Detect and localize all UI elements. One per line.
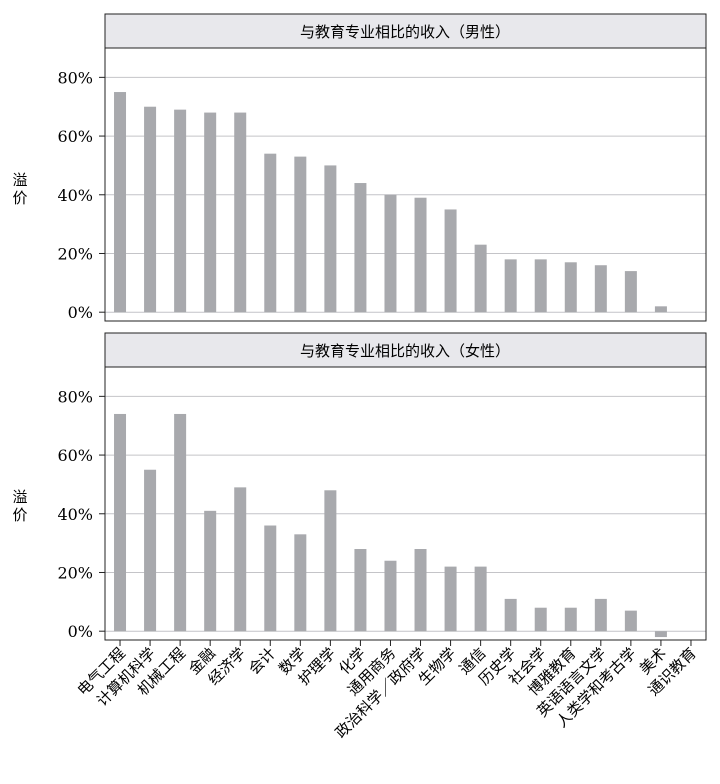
bar-政治科学／政府学	[414, 197, 427, 313]
bar-计算机科学	[144, 106, 157, 313]
bar-社会学	[534, 607, 547, 632]
bar-机械工程	[174, 109, 187, 313]
panel-male-header	[104, 13, 707, 49]
bar-数学	[294, 534, 307, 632]
panel-male-ylabel: 溢价	[12, 171, 27, 207]
panel-female-title: 与教育专业相比的收入（女性）	[300, 342, 510, 360]
bar-会计	[264, 525, 277, 632]
bar-人类学和考古学	[624, 271, 637, 313]
y-tick-label: 60%	[57, 446, 93, 465]
bar-美术	[654, 631, 667, 638]
x-axis-ticks	[119, 640, 692, 646]
bar-经济学	[234, 487, 247, 632]
bar-金融	[204, 112, 217, 313]
panel-male-frame	[104, 47, 707, 322]
bar-历史学	[504, 259, 517, 313]
y-tick-label: 20%	[57, 563, 93, 582]
panel-female-grid	[105, 395, 706, 632]
panel-male-grid	[105, 76, 706, 313]
bar-经济学	[234, 112, 247, 313]
bar-机械工程	[174, 413, 187, 632]
bar-化学	[354, 183, 367, 313]
bar-护理学	[324, 165, 337, 313]
bar-电气工程	[114, 92, 127, 313]
bar-历史学	[504, 598, 517, 632]
panel-male-bars	[114, 92, 667, 313]
bar-英语语言文学	[594, 598, 607, 632]
bar-博雅教育	[564, 607, 577, 632]
bar-博雅教育	[564, 262, 577, 313]
bar-通用商务	[384, 560, 397, 632]
bar-生物学	[444, 209, 457, 313]
panel-female-header	[104, 332, 707, 368]
bar-护理学	[324, 490, 337, 632]
y-tick-label: 40%	[57, 505, 93, 524]
y-tick-label: 80%	[57, 68, 93, 87]
x-axis-labels: 电气工程计算机科学机械工程金融经济学会计数学护理学化学通用商务政治科学／政府学生…	[74, 644, 700, 742]
bar-金融	[204, 510, 217, 632]
bar-通用商务	[384, 194, 397, 313]
bar-计算机科学	[144, 469, 157, 632]
panel-male-title: 与教育专业相比的收入（男性）	[300, 23, 510, 41]
panel-female-yticks: 0% 20% 40% 60% 80%	[57, 387, 105, 641]
panel-male: 与教育专业相比的收入（男性） 0% 20% 40% 60% 80% 溢价	[12, 13, 707, 322]
bar-通信	[474, 244, 487, 313]
bar-社会学	[534, 259, 547, 313]
panel-female-ylabel: 溢价	[12, 488, 27, 524]
panel-male-yticks: 0% 20% 40% 60% 80%	[57, 68, 105, 322]
y-tick-label: 60%	[57, 127, 93, 146]
x-tick-label: 会计	[245, 644, 279, 678]
y-tick-label: 0%	[68, 303, 93, 322]
bar-英语语言文学	[594, 265, 607, 313]
bar-通信	[474, 566, 487, 632]
bar-化学	[354, 549, 367, 632]
panel-female-bars	[114, 413, 667, 638]
y-tick-label: 20%	[57, 244, 93, 263]
bar-数学	[294, 156, 307, 313]
bar-会计	[264, 153, 277, 313]
bar-人类学和考古学	[624, 610, 637, 632]
bar-生物学	[444, 566, 457, 632]
bar-美术	[654, 306, 667, 313]
y-tick-label: 0%	[68, 622, 93, 641]
y-tick-label: 80%	[57, 387, 93, 406]
panel-female: 与教育专业相比的收入（女性） 0% 20% 40% 60% 80% 溢价 电气工程计算机…	[12, 332, 707, 742]
bar-政治科学／政府学	[414, 549, 427, 632]
y-tick-label: 40%	[57, 186, 93, 205]
panel-female-frame	[104, 366, 707, 641]
bar-电气工程	[114, 413, 127, 632]
